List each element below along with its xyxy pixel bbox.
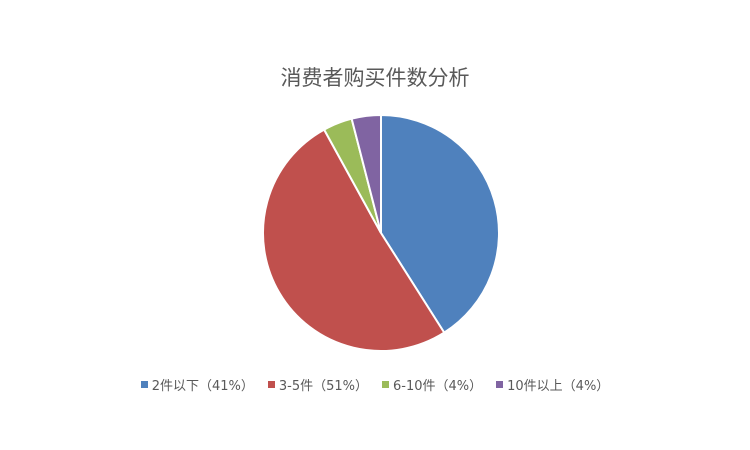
legend-label: 10件以上（4%） [507,379,610,394]
legend-item: 3-5件（51%） [267,375,368,394]
pie-slice-3 [350,113,382,234]
legend-label: 3-5件（51%） [278,379,368,394]
legend-label: 2件以下（41%） [151,379,254,394]
legend-item: 10件以上（4%） [496,375,609,394]
legend-swatch [267,381,275,388]
legend-item: 6-10件（4%） [382,375,482,394]
pie-slice-1 [262,128,446,352]
legend-swatch [496,381,504,388]
legend: 2件以下（41%） 3-5件（51%） 6-10件（4%） 10件以上（4%） [0,375,750,394]
chart-title: 消费者购买件数分析 [280,66,470,90]
legend-swatch [382,381,389,388]
legend-swatch [140,381,148,388]
legend-item: 2件以下（41%） [140,375,254,394]
legend-label: 6-10件（4%） [393,379,483,394]
